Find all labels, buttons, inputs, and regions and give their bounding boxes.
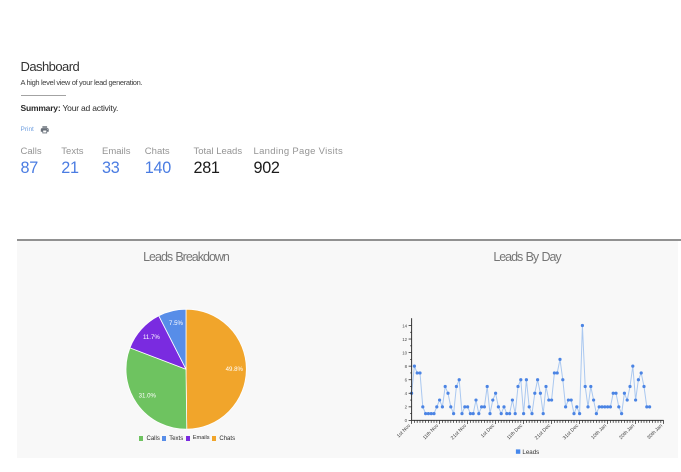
svg-text:11th Dec: 11th Dec <box>506 423 524 441</box>
svg-text:12: 12 <box>402 337 407 342</box>
svg-text:21st Nov: 21st Nov <box>450 423 469 442</box>
svg-text:2: 2 <box>405 405 408 410</box>
svg-text:4: 4 <box>405 391 408 396</box>
svg-text:8: 8 <box>405 364 408 369</box>
svg-text:49.8%: 49.8% <box>226 366 244 373</box>
svg-text:21st Dec: 21st Dec <box>534 423 553 442</box>
svg-text:11.7%: 11.7% <box>143 334 160 341</box>
svg-text:30th Jan: 30th Jan <box>646 423 664 441</box>
svg-text:31.0%: 31.0% <box>139 393 157 400</box>
svg-text:20th Jan: 20th Jan <box>618 423 636 441</box>
svg-text:10: 10 <box>402 350 407 355</box>
svg-text:31st Dec: 31st Dec <box>562 423 581 442</box>
svg-text:Leads: Leads <box>522 449 539 456</box>
svg-text:1st Nov: 1st Nov <box>396 423 413 440</box>
svg-text:6: 6 <box>405 378 408 383</box>
svg-text:7.5%: 7.5% <box>169 320 183 327</box>
svg-text:10th Jan: 10th Jan <box>590 423 608 441</box>
svg-text:1st Dec: 1st Dec <box>480 423 497 440</box>
svg-text:11th Nov: 11th Nov <box>422 423 440 441</box>
svg-text:0: 0 <box>405 418 408 423</box>
svg-text:14: 14 <box>402 323 407 328</box>
